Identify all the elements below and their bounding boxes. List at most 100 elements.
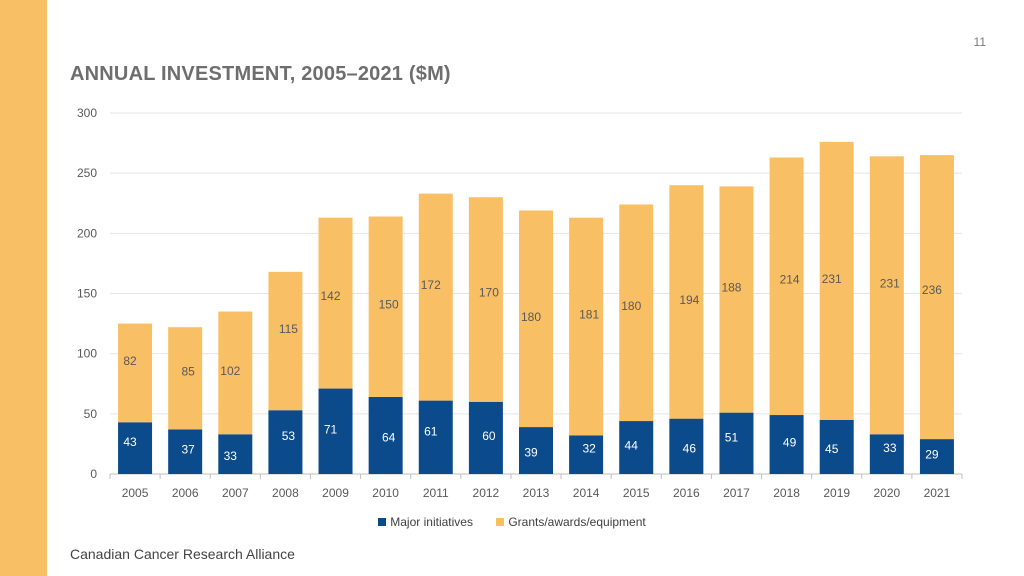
legend-item-grants: Grants/awards/equipment [496, 515, 646, 529]
bar-grants [619, 204, 654, 422]
legend-swatch-grants [496, 518, 505, 526]
bar-major-initiatives [318, 388, 353, 474]
bar-grants [318, 217, 353, 389]
data-label-grants: 181 [579, 308, 599, 322]
x-tick-label: 2012 [473, 486, 500, 500]
x-tick-label: 2005 [122, 486, 149, 500]
x-tick-label: 2015 [623, 486, 650, 500]
bar-major-initiatives [468, 401, 503, 474]
data-label-grants: 180 [621, 299, 641, 313]
bar-grants [368, 216, 403, 397]
data-label-major: 44 [625, 439, 639, 453]
data-label-major: 45 [825, 442, 839, 456]
bar-grants [418, 193, 453, 401]
data-label-major: 49 [783, 436, 797, 450]
data-label-major: 32 [582, 442, 596, 456]
x-tick-label: 2008 [272, 486, 299, 500]
bar-grants [769, 157, 804, 416]
data-label-major: 33 [883, 441, 897, 455]
y-tick-label: 150 [77, 287, 97, 301]
data-label-grants: 188 [721, 281, 741, 295]
data-label-major: 51 [725, 430, 739, 444]
data-label-major: 39 [524, 446, 538, 460]
y-tick-label: 100 [77, 347, 97, 361]
data-label-major: 37 [181, 443, 195, 457]
bars: 43 82 37 85 33 102 53 115 71 142 64 150 61 172 60 170 39… [118, 141, 954, 474]
y-tick-label: 50 [84, 407, 98, 421]
bar-major-initiatives [168, 429, 203, 474]
data-label-major: 64 [382, 430, 396, 444]
data-label-grants: 231 [880, 276, 900, 290]
x-tick-label: 2014 [573, 486, 600, 500]
x-tick-label: 2010 [372, 486, 399, 500]
legend: Major initiatives Grants/awards/equipmen… [0, 515, 1024, 529]
data-label-grants: 214 [780, 272, 800, 286]
data-label-major: 29 [925, 448, 939, 462]
bar-major-initiatives [118, 422, 153, 474]
data-label-grants: 236 [922, 283, 942, 297]
bar-major-initiatives [519, 427, 553, 474]
data-label-major: 60 [482, 429, 496, 443]
legend-swatch-major [378, 518, 387, 526]
bar-major-initiatives [218, 434, 253, 474]
bar-grants [869, 156, 904, 435]
data-label-grants: 150 [379, 298, 399, 312]
footer-source: Canadian Cancer Research Alliance [70, 546, 295, 562]
x-tick-label: 2009 [322, 486, 349, 500]
x-tick-label: 2017 [723, 486, 750, 500]
data-label-grants: 82 [123, 354, 137, 368]
x-axis-ticks: 2005 2006 2007 2008 2009 2010 2011 2012 2013 2014… [109, 474, 963, 500]
legend-label-grants: Grants/awards/equipment [508, 515, 646, 529]
bar-grants [719, 186, 754, 413]
bar-grants [118, 323, 153, 423]
data-label-major: 43 [123, 435, 137, 449]
x-tick-label: 2018 [773, 486, 800, 500]
y-tick-label: 300 [77, 106, 97, 120]
y-tick-label: 0 [90, 467, 97, 481]
x-tick-label: 2011 [423, 486, 449, 500]
bar-major-initiatives [769, 415, 804, 474]
data-label-grants: 102 [220, 364, 240, 378]
x-tick-label: 2006 [172, 486, 199, 500]
page-number: 11 [973, 35, 986, 49]
chart-title: ANNUAL INVESTMENT, 2005–2021 ($M) [70, 63, 451, 85]
data-label-grants: 231 [822, 272, 842, 286]
bar-grants [919, 155, 954, 440]
y-axis-ticks: 0 50 100 150 200 250 300 [77, 106, 97, 481]
bar-grants [819, 141, 854, 420]
data-label-major: 33 [224, 449, 238, 463]
data-label-major: 61 [424, 424, 438, 438]
data-label-grants: 85 [181, 364, 195, 378]
data-label-grants: 142 [321, 289, 341, 303]
bar-grants [669, 185, 704, 419]
bar-grants [569, 217, 604, 436]
x-tick-label: 2013 [523, 486, 550, 500]
bar-major-initiatives [819, 419, 854, 474]
bar-major-initiatives [569, 435, 604, 474]
bar-major-initiatives [619, 421, 654, 474]
x-tick-label: 2007 [222, 486, 249, 500]
bar-major-initiatives [418, 400, 453, 474]
bar-grants [168, 327, 203, 430]
data-label-grants: 180 [521, 310, 541, 324]
y-tick-label: 250 [77, 166, 97, 180]
data-label-major: 53 [282, 429, 296, 443]
bar-major-initiatives [869, 434, 904, 474]
legend-label-major: Major initiatives [390, 515, 473, 529]
y-tick-label: 200 [77, 226, 97, 240]
data-label-grants: 172 [421, 278, 441, 292]
bar-major-initiatives [669, 418, 704, 474]
bar-major-initiatives [268, 410, 303, 474]
side-band [0, 0, 47, 576]
data-label-major: 71 [324, 422, 338, 436]
bar-grants [519, 210, 553, 428]
legend-item-major: Major initiatives [378, 515, 473, 529]
data-label-major: 46 [683, 441, 697, 455]
data-label-grants: 194 [679, 293, 699, 307]
bar-major-initiatives [368, 396, 403, 474]
bar-major-initiatives [719, 412, 754, 474]
x-tick-label: 2021 [924, 486, 951, 500]
x-tick-label: 2020 [873, 486, 900, 500]
data-label-grants: 115 [279, 322, 298, 336]
